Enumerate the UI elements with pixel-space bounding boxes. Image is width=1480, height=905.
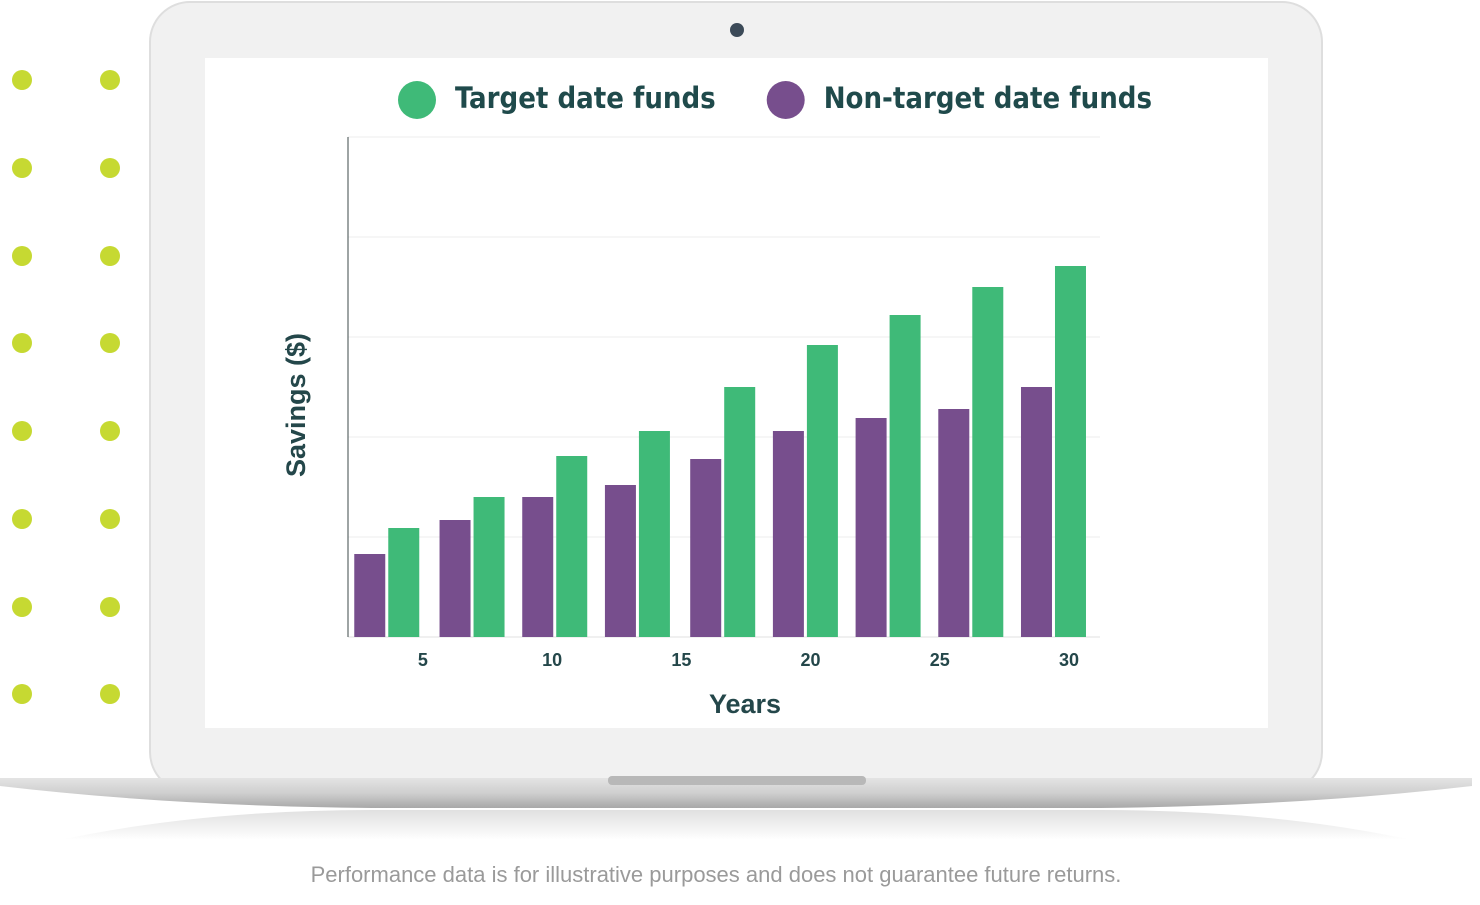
bar	[604, 485, 636, 637]
y-axis-label: Savings ($)	[281, 333, 311, 477]
laptop-base	[0, 778, 1472, 808]
bar	[1020, 387, 1052, 637]
x-tick-label: 20	[801, 650, 821, 670]
x-tick-label: 25	[930, 650, 950, 670]
bar	[556, 456, 588, 637]
bar	[1054, 266, 1086, 637]
bar	[354, 554, 386, 637]
dots	[12, 70, 120, 704]
bar	[972, 287, 1004, 637]
bar	[772, 431, 804, 637]
x-axis-label: Years	[709, 689, 781, 719]
notch	[608, 776, 866, 785]
bar	[388, 528, 420, 637]
bar	[690, 459, 722, 637]
legend-swatch	[766, 81, 805, 119]
camera	[730, 23, 744, 37]
shadow	[60, 810, 1412, 840]
footnote: Performance data is for illustrative pur…	[311, 862, 1122, 887]
legend-swatch	[398, 81, 436, 119]
bar	[806, 345, 838, 637]
x-tick-label: 10	[542, 650, 562, 670]
bar	[473, 497, 505, 637]
x-tick-label: 15	[671, 650, 691, 670]
legend-label: Non-target date funds	[824, 81, 1152, 115]
bar	[855, 418, 887, 637]
bar	[522, 497, 554, 637]
bar	[638, 431, 670, 637]
legend-label: Target date funds	[455, 81, 716, 115]
x-tick-label: 30	[1059, 650, 1079, 670]
bar	[439, 520, 471, 637]
bar	[889, 315, 921, 637]
bar	[938, 409, 970, 637]
x-tick-label: 5	[418, 650, 428, 670]
bar	[724, 387, 756, 637]
